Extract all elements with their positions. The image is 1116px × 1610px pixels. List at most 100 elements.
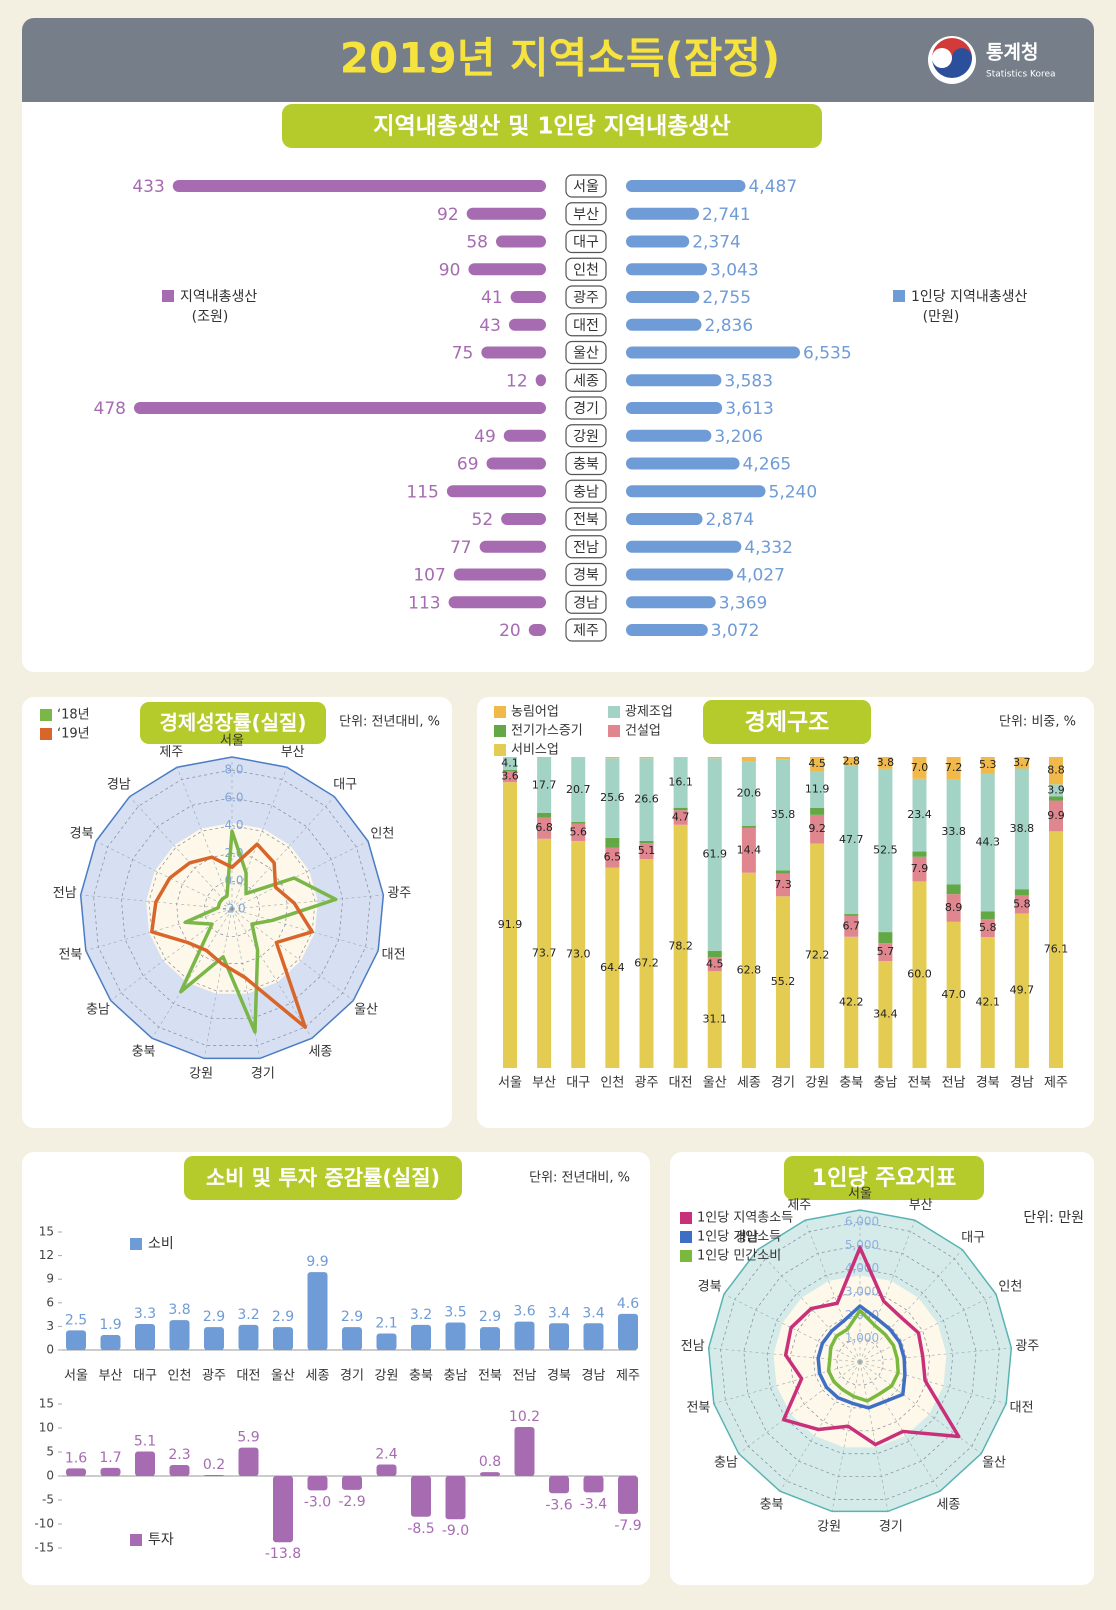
logo-subtext: Statistics Korea	[986, 70, 1056, 80]
value-label: -2.9	[338, 1494, 365, 1510]
value-label: 2.3	[168, 1447, 190, 1463]
value-label: -9.0	[442, 1523, 469, 1539]
value-label: 69	[457, 455, 479, 475]
bar	[549, 1476, 569, 1494]
radar-spoke	[231, 796, 335, 910]
category-label: 광주	[1015, 1339, 1039, 1354]
radar-line	[150, 842, 314, 1029]
bar	[135, 1324, 155, 1350]
region-label: 서울	[573, 179, 599, 195]
value-label: -13.8	[265, 1546, 301, 1562]
bar	[238, 1447, 259, 1476]
value-label: 41	[481, 288, 503, 308]
y-tick-label: -5	[42, 1493, 54, 1507]
x-tick-label: 인천	[600, 1076, 624, 1091]
bar	[626, 429, 712, 442]
radar-spoke	[859, 1249, 963, 1363]
value-label: 6.5	[604, 851, 622, 864]
bar-segment	[844, 915, 859, 937]
category-label: 서울	[848, 1187, 872, 1202]
bar	[376, 1464, 397, 1476]
y-tick-label: 6	[46, 1295, 54, 1309]
bar-segment	[980, 757, 995, 774]
value-label: 1.9	[99, 1317, 121, 1333]
bar-segment	[741, 761, 756, 826]
bar-segment	[537, 812, 552, 818]
value-label: 2.9	[341, 1309, 363, 1325]
region-box	[565, 313, 607, 337]
value-label: 91.9	[498, 918, 523, 931]
legend-swatch	[494, 725, 506, 737]
region-label: 충남	[573, 484, 599, 500]
grid-ring	[789, 1291, 931, 1432]
category-label: 제주	[787, 1198, 811, 1213]
bar	[446, 485, 546, 498]
x-tick-label: 전북	[478, 1369, 502, 1384]
category-label: 강원	[817, 1520, 841, 1535]
category-label: 충북	[760, 1497, 784, 1512]
region-box	[565, 479, 607, 503]
bar	[480, 1472, 500, 1476]
value-label: 47.7	[839, 833, 864, 846]
radar-spoke	[859, 1220, 916, 1363]
bar	[448, 596, 546, 609]
value-label: 2.4	[375, 1446, 397, 1462]
x-tick-label: 강원	[375, 1369, 399, 1384]
bar-segment	[912, 851, 927, 857]
x-tick-label: 부산	[532, 1076, 556, 1091]
value-label: 20	[499, 621, 521, 641]
x-tick-label: 대구	[566, 1076, 590, 1091]
bar	[618, 1476, 638, 1514]
bar-segment	[776, 896, 790, 1068]
bar	[445, 1322, 466, 1350]
region-box	[565, 340, 607, 365]
bar	[135, 1451, 155, 1476]
value-label: 4.7	[672, 810, 690, 823]
legend-swatch	[680, 1212, 692, 1224]
bar-segment	[639, 840, 654, 844]
radar-spoke	[231, 767, 288, 910]
value-label: 3.6	[513, 1304, 535, 1320]
bar-segment	[707, 758, 722, 951]
r-tick-label: 5,000	[845, 1238, 879, 1252]
region-box	[565, 229, 607, 254]
x-tick-label: 서울	[498, 1076, 522, 1091]
category-label: 경북	[698, 1280, 722, 1295]
radar-line	[826, 1308, 900, 1403]
header-bar	[22, 80, 1094, 102]
value-label: 2.5	[65, 1312, 87, 1328]
bar-segment	[605, 758, 620, 838]
category-label: 세종	[308, 1044, 332, 1059]
bar-segment	[673, 824, 688, 1068]
bar-segment	[980, 937, 995, 1068]
radar-spoke	[779, 1361, 861, 1492]
grid-ring	[203, 880, 261, 937]
bar-segment	[810, 814, 825, 844]
legend-swatch	[680, 1250, 692, 1262]
x-tick-label: 경북	[976, 1076, 1000, 1091]
value-label: 60.0	[907, 968, 932, 981]
value-label: 3.8	[168, 1302, 190, 1318]
bar-segment	[571, 821, 586, 824]
bar-segment	[639, 758, 654, 841]
value-label: 73.0	[566, 947, 591, 960]
x-tick-label: 울산	[271, 1369, 295, 1384]
region-box	[565, 396, 607, 420]
bar	[496, 235, 546, 248]
x-tick-label: 인천	[168, 1369, 192, 1384]
value-label: 2,874	[706, 510, 755, 530]
bar	[486, 457, 546, 470]
title-pill	[282, 104, 822, 148]
legend-label: 1인당 지역총소득	[697, 1211, 793, 1226]
legend-swatch	[130, 1534, 142, 1546]
value-label: 1.6	[65, 1450, 87, 1466]
chart-title: 경제성장률(실질)	[159, 711, 306, 735]
value-label: 4,332	[744, 538, 793, 558]
y-tick-label: 10	[39, 1421, 54, 1435]
bar	[514, 1321, 535, 1350]
legend-swatch	[608, 706, 620, 718]
value-label: 1.7	[99, 1450, 121, 1466]
category-label: 충남	[86, 1003, 110, 1018]
bar	[453, 568, 546, 581]
value-label: 5.8	[1013, 897, 1031, 910]
